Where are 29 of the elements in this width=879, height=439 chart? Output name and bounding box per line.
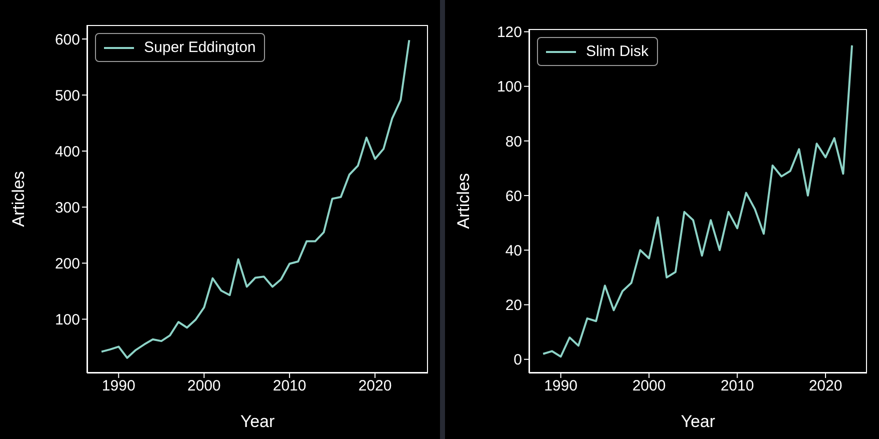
x-tick-label: 2020: [358, 378, 392, 395]
x-tick-label: 1990: [102, 378, 136, 395]
x-tick-label: 2010: [272, 378, 306, 395]
y-tick-label: 400: [54, 143, 80, 160]
y-tick-label: 0: [514, 352, 522, 369]
x-tick-label: 2000: [632, 378, 666, 395]
y-tick-label: 40: [505, 242, 522, 260]
x-tick-label: 2010: [720, 378, 754, 395]
y-axis-title: Articles: [454, 173, 474, 229]
y-tick-label: 120: [496, 24, 522, 42]
y-tick-label: 500: [54, 87, 80, 104]
line-series: [542, 44, 853, 358]
x-tick-label: 2000: [187, 378, 221, 395]
x-axis-title: Year: [240, 412, 276, 431]
y-tick-label: 60: [505, 188, 522, 205]
x-tick-label: 2020: [808, 378, 842, 395]
y-tick-label: 200: [54, 255, 80, 272]
y-tick-label: 20: [505, 297, 522, 314]
legend-label: Super Eddington: [144, 39, 256, 56]
legend-label: Slim Disk: [586, 43, 648, 60]
y-tick-label: 80: [505, 133, 522, 150]
y-tick-label: 600: [54, 31, 80, 48]
y-tick-label: 100: [496, 78, 522, 96]
x-axis-title: Year: [680, 412, 716, 431]
line-series: [100, 39, 410, 359]
y-axis-title: Articles: [9, 171, 28, 227]
y-tick-label: 300: [54, 199, 80, 216]
y-tick-label: 100: [54, 312, 80, 329]
x-tick-label: 1990: [544, 378, 578, 395]
